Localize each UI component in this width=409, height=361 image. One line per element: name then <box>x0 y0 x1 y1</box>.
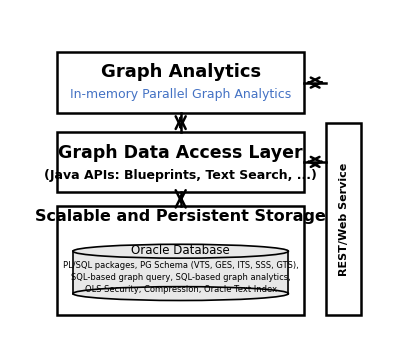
Bar <box>57 52 303 113</box>
Ellipse shape <box>73 287 288 300</box>
Text: Graph Analytics: Graph Analytics <box>100 63 260 81</box>
Bar <box>326 123 360 315</box>
Text: (Java APIs: Blueprints, Text Search, ...): (Java APIs: Blueprints, Text Search, ...… <box>44 169 316 182</box>
Text: Graph Data Access Layer: Graph Data Access Layer <box>58 144 302 162</box>
Text: Oracle Database: Oracle Database <box>131 244 229 257</box>
Ellipse shape <box>73 244 288 258</box>
Text: In-memory Parallel Graph Analytics: In-memory Parallel Graph Analytics <box>70 88 290 101</box>
Text: PL/SQL packages, PG Schema (VTS, GES, ITS, SSS, GTS),
SQL-based graph query, SQL: PL/SQL packages, PG Schema (VTS, GES, IT… <box>63 261 298 294</box>
Bar <box>57 206 303 315</box>
Text: REST/Web Service: REST/Web Service <box>338 162 348 275</box>
Bar <box>57 132 303 192</box>
Text: Scalable and Persistent Storage: Scalable and Persistent Storage <box>35 209 325 224</box>
